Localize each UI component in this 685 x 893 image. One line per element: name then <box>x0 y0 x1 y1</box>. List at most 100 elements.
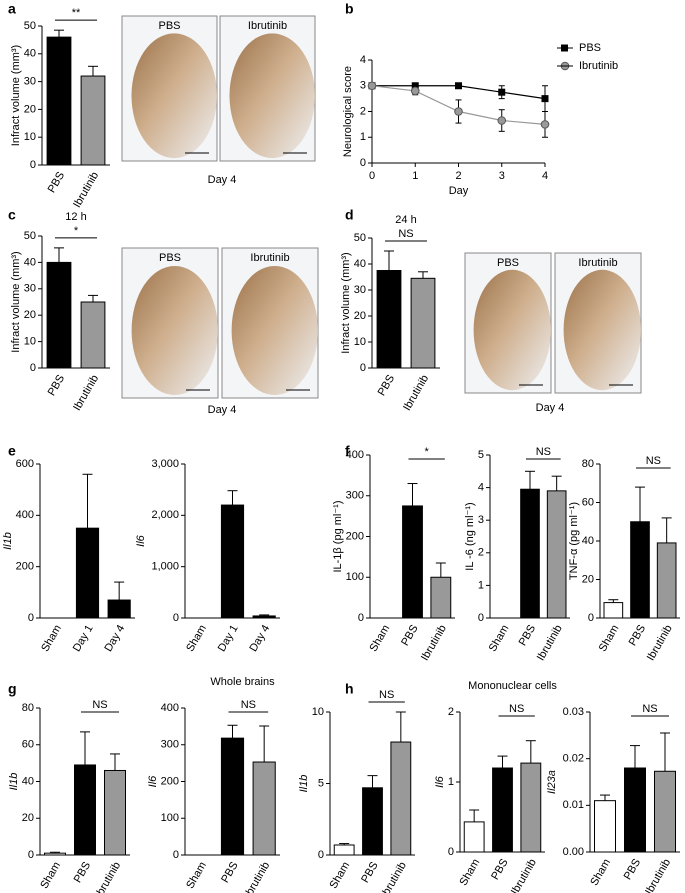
bar <box>46 261 72 369</box>
bar <box>402 505 423 619</box>
significance-label: * <box>74 225 79 237</box>
bar <box>630 521 650 619</box>
tissue-section <box>473 269 551 391</box>
x-tick-label: Ibrutinib <box>645 623 675 663</box>
y-tick-label: 0 <box>360 362 366 374</box>
y-tick-label: 0 <box>588 612 594 624</box>
x-tick-label: Sham <box>458 857 483 888</box>
image-caption: Day 4 <box>208 404 237 416</box>
x-tick-label: Sham <box>184 860 209 891</box>
x-axis-label: Day <box>449 185 469 197</box>
x-tick-label: Sham <box>38 860 63 891</box>
y-tick-label: 60 <box>582 496 594 508</box>
group-title: Whole brains <box>210 676 275 688</box>
x-tick-label: 4 <box>542 170 548 182</box>
y-tick-label: 400 <box>346 449 364 461</box>
point <box>497 116 507 125</box>
x-tick-label: Ibrutinib <box>71 373 101 413</box>
y-tick-label: 0 <box>173 849 179 861</box>
bar <box>492 767 513 853</box>
x-tick-label: Sham <box>487 623 512 654</box>
x-tick-label: 3 <box>499 170 505 182</box>
bar <box>362 787 383 856</box>
y-tick-label: 300 <box>346 490 364 502</box>
y-tick-label: 20 <box>354 310 366 322</box>
panel-label: d <box>345 207 354 223</box>
panel-label: b <box>345 1 354 17</box>
y-tick-label: 30 <box>24 283 36 295</box>
significance-label: NS <box>642 703 657 715</box>
y-tick-label: 40 <box>22 775 34 787</box>
y-tick-label: 600 <box>16 458 34 470</box>
x-tick-label: PBS <box>46 170 67 195</box>
y-axis-label: Neurological score <box>342 66 354 157</box>
x-tick-label: Day 4 <box>248 623 273 654</box>
x-tick-label: Ibrutinib <box>242 860 272 893</box>
panel-label: f <box>345 443 350 459</box>
point <box>498 88 506 96</box>
x-tick-label: Ibrutinib <box>401 373 431 413</box>
panel-label: h <box>345 681 354 697</box>
y-tick-label: 200 <box>16 561 34 573</box>
x-tick-label: Sham <box>184 623 209 654</box>
y-tick-label: 0 <box>28 612 34 624</box>
x-tick-label: PBS <box>72 860 93 885</box>
y-tick-label: 80 <box>582 458 594 470</box>
y-tick-label: 2 <box>360 105 366 117</box>
y-tick-label: 4 <box>478 482 484 494</box>
legend-label: Ibrutinib <box>579 60 618 72</box>
y-tick-label: 0.00 <box>563 846 584 858</box>
x-tick-label: Day 1 <box>71 623 96 654</box>
tissue-section <box>229 33 315 159</box>
x-tick-label: Ibrutinib <box>509 857 539 893</box>
y-tick-label: 200 <box>161 775 179 787</box>
significance-label: NS <box>398 228 413 240</box>
tissue-section <box>231 266 318 395</box>
y-tick-label: 50 <box>24 20 36 32</box>
y-tick-label: 0 <box>358 612 364 624</box>
bar <box>654 770 676 853</box>
legend-label: PBS <box>579 42 601 54</box>
x-tick-label: PBS <box>359 860 380 885</box>
subtitle: 12 h <box>65 211 86 223</box>
y-tick-label: 40 <box>24 256 36 268</box>
significance-label: * <box>425 446 430 458</box>
y-tick-label: 0.01 <box>563 799 584 811</box>
x-tick-label: Sham <box>368 623 393 654</box>
x-tick-label: Sham <box>39 623 64 654</box>
y-tick-label: 300 <box>161 739 179 751</box>
y-tick-label: 80 <box>22 702 34 714</box>
tissue-section <box>131 266 218 395</box>
bar <box>220 737 245 856</box>
y-tick-label: 0.02 <box>563 753 584 765</box>
y-axis-label: Infract volume (mm³) <box>10 251 22 352</box>
y-tick-label: 10 <box>354 336 366 348</box>
significance-label: NS <box>646 455 661 467</box>
y-tick-label: 20 <box>22 812 34 824</box>
image-label: PBS <box>158 20 180 32</box>
bar <box>80 301 106 369</box>
x-tick-label: Ibrutinib <box>93 860 123 893</box>
significance-label: NS <box>241 699 256 711</box>
y-tick-label: 3,000 <box>151 458 179 470</box>
tissue-section <box>563 269 641 391</box>
y-tick-label: 20 <box>24 103 36 115</box>
y-tick-label: 200 <box>346 530 364 542</box>
x-tick-label: PBS <box>46 373 67 398</box>
y-axis-label: Il6 <box>434 775 446 788</box>
panel-label: c <box>8 207 16 223</box>
y-tick-label: 0 <box>30 362 36 374</box>
bar <box>104 769 126 856</box>
bar <box>594 800 616 853</box>
bar <box>107 599 131 619</box>
significance-label: NS <box>379 689 394 701</box>
y-tick-label: 5 <box>318 777 324 789</box>
y-tick-label: 2 <box>478 547 484 559</box>
y-tick-label: 1 <box>360 131 366 143</box>
y-tick-label: 5 <box>478 449 484 461</box>
bar <box>520 762 542 853</box>
x-tick-label: PBS <box>399 623 420 648</box>
bar <box>74 764 96 856</box>
x-tick-label: Day 1 <box>216 623 241 654</box>
